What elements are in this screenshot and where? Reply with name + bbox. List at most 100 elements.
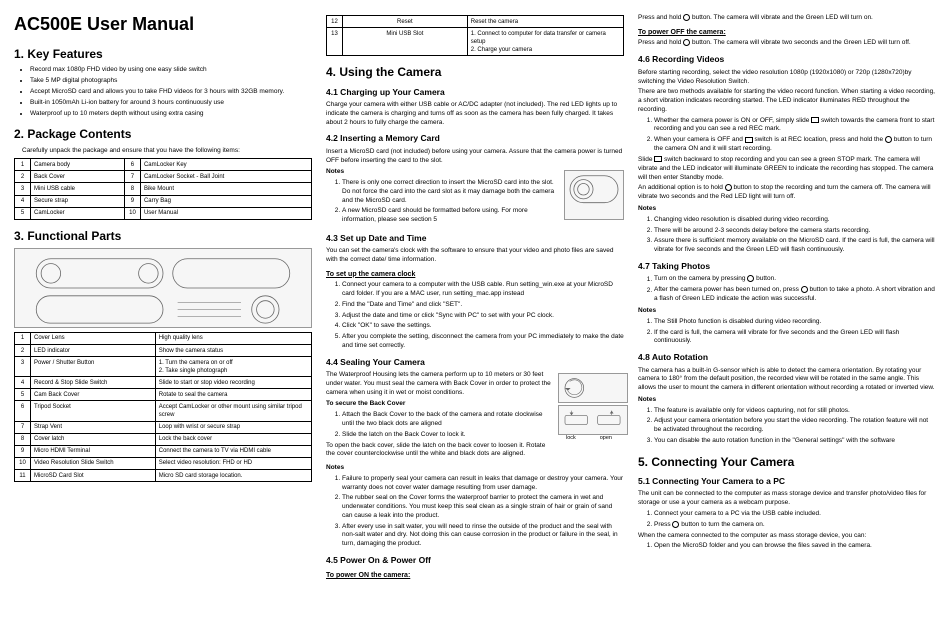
table-cell: 4 [15, 377, 31, 389]
table-cell: 4 [15, 195, 31, 207]
s47-notes: The Still Photo function is disabled dur… [638, 318, 936, 346]
seal-diagram-2 [558, 405, 628, 435]
table-cell: 1. Turn the camera on or off2. Take sing… [155, 357, 311, 377]
table-cell: 3 [15, 183, 31, 195]
table-cell: MicroSD Card Slot [31, 470, 156, 482]
lock-label: lock [566, 435, 576, 442]
note-item: After every use in salt water, you will … [342, 523, 624, 549]
table-cell: 9 [15, 445, 31, 457]
table-cell: 6 [124, 159, 140, 171]
note-item: Failure to properly seal your camera can… [342, 475, 624, 493]
table-cell: 7 [15, 421, 31, 433]
table-cell: 2 [15, 345, 31, 357]
table-cell: Mini USB cable [31, 183, 125, 195]
note-item: The feature is available only for videos… [654, 407, 936, 416]
table-cell: CamLocker [31, 207, 125, 219]
s42-text: Insert a MicroSD card (not included) bef… [326, 148, 624, 166]
power-icon [747, 275, 754, 282]
table-cell: 3 [15, 357, 31, 377]
s51-p: The unit can be connected to the compute… [638, 490, 936, 508]
table-cell: CamLocker Key [140, 159, 311, 171]
s46-notes-h: Notes [638, 205, 936, 214]
s46-p2: There are two methods available for star… [638, 88, 936, 114]
note-item: There will be around 2-3 seconds delay b… [654, 227, 936, 236]
table-cell: 12 [327, 16, 343, 28]
table-cell: 5 [15, 207, 31, 219]
step: After you complete the setting, disconne… [342, 333, 624, 351]
table-cell: 11 [15, 470, 31, 482]
s48-p: The camera has a built-in G-sensor which… [638, 367, 936, 393]
s3b-table: 12ResetReset the camera13Mini USB Slot1.… [326, 15, 624, 56]
note-item: You can disable the auto rotation functi… [654, 437, 936, 446]
step: Adjust the date and time or click "Sync … [342, 312, 624, 321]
s42-heading: 4.2 Inserting a Memory Card [326, 133, 624, 144]
s47-notes-h: Notes [638, 307, 936, 316]
s45-off-h: To power OFF the camera: [638, 28, 936, 37]
table-cell: 6 [15, 401, 31, 421]
s1-item: Waterproof up to 10 meters depth without… [30, 110, 312, 119]
s1-list: Record max 1080p FHD video by using one … [14, 66, 312, 118]
note-item: If the card is full, the camera will vib… [654, 329, 936, 347]
parts-diagram [14, 248, 312, 328]
table-cell: Cam Back Cover [31, 389, 156, 401]
s1-heading: 1. Key Features [14, 46, 312, 62]
table-cell: 1 [15, 159, 31, 171]
s47-heading: 4.7 Taking Photos [638, 261, 936, 272]
s44-p2: To open the back cover, slide the latch … [326, 442, 624, 460]
manual-page: AC500E User Manual 1. Key Features Recor… [0, 0, 950, 642]
s48-heading: 4.8 Auto Rotation [638, 352, 936, 363]
table-cell: Reset the camera [467, 16, 623, 28]
slide-switch-icon [654, 156, 662, 162]
s43-text: You can set the camera's clock with the … [326, 247, 624, 265]
table-cell: Show the camera status [155, 345, 311, 357]
table-cell: Back Cover [31, 171, 125, 183]
s46-heading: 4.6 Recording Videos [638, 54, 936, 65]
table-cell: User Manual [140, 207, 311, 219]
power-icon [683, 39, 690, 46]
power-icon [672, 521, 679, 528]
slide-switch-icon [745, 137, 753, 143]
table-cell: Loop with wrist or secure strap [155, 421, 311, 433]
table-cell: Select video resolution: FHD or HD [155, 457, 311, 469]
s43-sub-h: To set up the camera clock [326, 270, 624, 279]
table-cell: Power / Shutter Button [31, 357, 156, 377]
table-cell: 8 [15, 433, 31, 445]
s45-on-p: Press and hold button. The camera will v… [638, 14, 936, 23]
table-cell: Micro HDMI Terminal [31, 445, 156, 457]
step: Connect your camera to a PC via the USB … [654, 510, 936, 519]
note-item: Changing video resolution is disabled du… [654, 216, 936, 225]
s47-steps: Turn on the camera by pressing button. A… [638, 275, 936, 304]
step: After the camera power has been turned o… [654, 286, 936, 304]
step: When your camera is OFF and switch is at… [654, 136, 936, 154]
s44-notes-h: Notes [326, 464, 624, 473]
memory-card-diagram [564, 170, 624, 220]
s48-notes: The feature is available only for videos… [638, 407, 936, 446]
s4-heading: 4. Using the Camera [326, 64, 624, 80]
s46-p1: Before starting recording, select the vi… [638, 69, 936, 87]
main-title: AC500E User Manual [14, 12, 312, 36]
table-cell: 9 [124, 195, 140, 207]
open-label: open [600, 435, 612, 442]
s1-item: Accept MicroSD card and allows you to ta… [30, 88, 312, 97]
table-cell: 8 [124, 183, 140, 195]
table-cell: 1 [15, 332, 31, 344]
power-icon [683, 14, 690, 21]
s1-item: Take 5 MP digital photographs [30, 77, 312, 86]
note-item: The rubber seal on the Cover forms the w… [342, 494, 624, 520]
table-cell: CamLocker Socket - Ball Joint [140, 171, 311, 183]
s45-heading: 4.5 Power On & Power Off [326, 555, 624, 566]
s2-heading: 2. Package Contents [14, 126, 312, 142]
table-cell: Camera body [31, 159, 125, 171]
s48-notes-h: Notes [638, 396, 936, 405]
table-cell: Record & Stop Slide Switch [31, 377, 156, 389]
table-cell: Cover latch [31, 433, 156, 445]
table-cell: 13 [327, 28, 343, 56]
table-cell: Accept CamLocker or other mount using si… [155, 401, 311, 421]
step: Press button to turn the camera on. [654, 521, 936, 530]
s51-heading: 5.1 Connecting Your Camera to a PC [638, 476, 936, 487]
table-cell: Slide to start or stop video recording [155, 377, 311, 389]
table-cell: 5 [15, 389, 31, 401]
table-cell: Strap Vent [31, 421, 156, 433]
table-cell: Cover Lens [31, 332, 156, 344]
column-1: AC500E User Manual 1. Key Features Recor… [14, 12, 312, 630]
